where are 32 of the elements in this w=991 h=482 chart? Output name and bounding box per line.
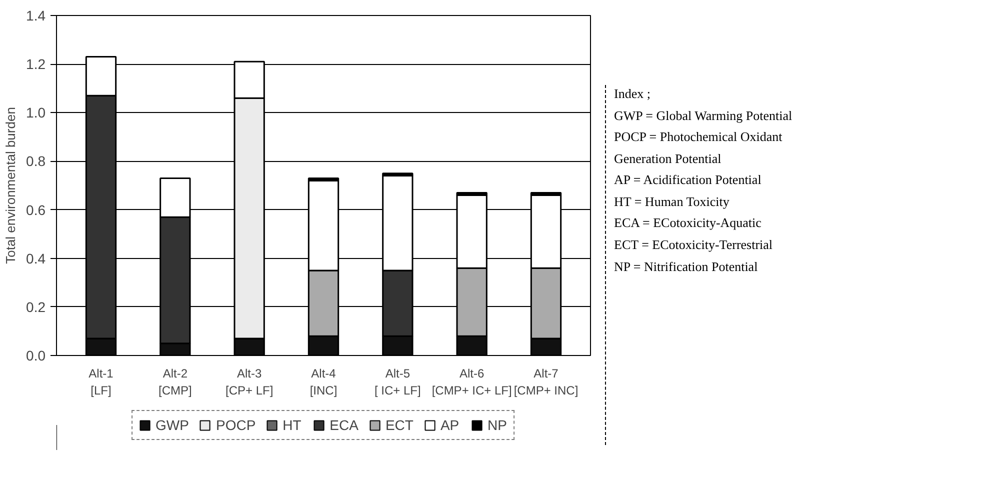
y-tick-label: 0.0: [26, 348, 46, 364]
y-tick-label: 0.4: [26, 250, 46, 266]
legend-label: HT: [282, 417, 302, 433]
x-tick-label: Alt-3 [CP+ LF]: [225, 366, 274, 398]
text: ECT = ECotoxicity-Terrestrial: [614, 236, 774, 254]
y-tick-label: 1.4: [26, 8, 46, 24]
text: Index ;: [614, 85, 652, 103]
x-tick-label: Alt-1 [LF]: [88, 366, 114, 398]
y-tick-label: 0.6: [26, 202, 46, 218]
x-tick-label: Alt-7 [CMP+ INC]: [514, 366, 578, 398]
legend-label: NP: [487, 417, 508, 433]
x-tick-label: Alt-4 [INC]: [310, 366, 338, 398]
y-axis-title: Total environmental burden: [3, 107, 18, 264]
text: ECA = ECotoxicity-Aquatic: [614, 214, 762, 232]
y-tick-label: 1.2: [26, 56, 46, 72]
x-tick-label: Alt-5 [ IC+ LF]: [374, 366, 421, 398]
y-tick-label: 0.8: [26, 153, 46, 170]
text: Generation Potential: [614, 150, 722, 168]
text: GWP = Global Warming Potential: [614, 106, 792, 125]
text: AP = Acidification Potential: [614, 171, 762, 190]
text: HT = Human Toxicity: [614, 192, 730, 211]
y-tick-label: 0.2: [26, 298, 46, 315]
legend-label: GWP: [156, 417, 189, 433]
legend-label: ECT: [385, 417, 414, 433]
x-tick-label: Alt-6 [CMP+ IC+ LF]: [432, 366, 512, 398]
y-tick-label: 1.0: [26, 104, 46, 121]
legend-label: ECA: [330, 417, 358, 433]
text: POCP = Photochemical Oxidant: [614, 128, 784, 146]
text: NP = Nitrification Potential: [614, 258, 759, 276]
legend-label: POCP: [216, 417, 256, 433]
legend-label: AP: [440, 417, 460, 433]
x-tick-label: Alt-2 [CMP]: [158, 366, 192, 398]
